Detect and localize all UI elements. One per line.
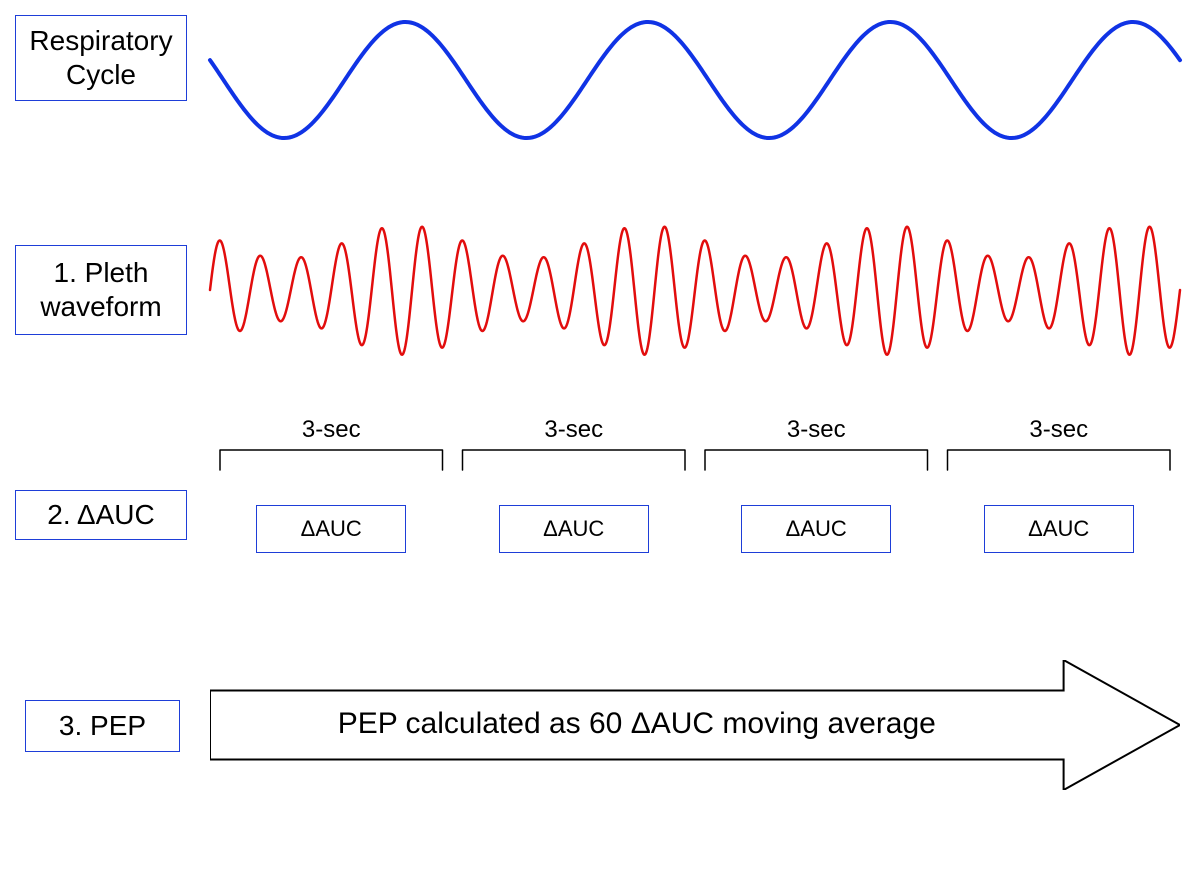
pep-label-text: 3. PEP (59, 709, 146, 743)
respiratory-cycle-label: RespiratoryCycle (15, 15, 187, 101)
three-sec-label: 3-sec (695, 416, 938, 444)
pep-arrow-container: PEP calculated as 60 ΔAUC moving average (210, 660, 1180, 790)
three-sec-label: 3-sec (453, 416, 696, 444)
dauc-label-text: 2. ΔAUC (47, 498, 154, 532)
pep-arrow-text: PEP calculated as 60 ΔAUC moving average (210, 707, 1064, 741)
pleth-waveform-label-text: 1. Plethwaveform (40, 256, 161, 323)
three-sec-label: 3-sec (210, 416, 453, 444)
respiratory-cycle-label-text: RespiratoryCycle (29, 24, 172, 91)
dauc-segment-box: ΔAUC (256, 505, 406, 553)
dauc-segment-box: ΔAUC (984, 505, 1134, 553)
dauc-label: 2. ΔAUC (15, 490, 187, 540)
pep-label: 3. PEP (25, 700, 180, 752)
three-sec-label: 3-sec (938, 416, 1181, 444)
dauc-segment-box: ΔAUC (499, 505, 649, 553)
pleth-waveform-label: 1. Plethwaveform (15, 245, 187, 335)
dauc-segment-box: ΔAUC (741, 505, 891, 553)
